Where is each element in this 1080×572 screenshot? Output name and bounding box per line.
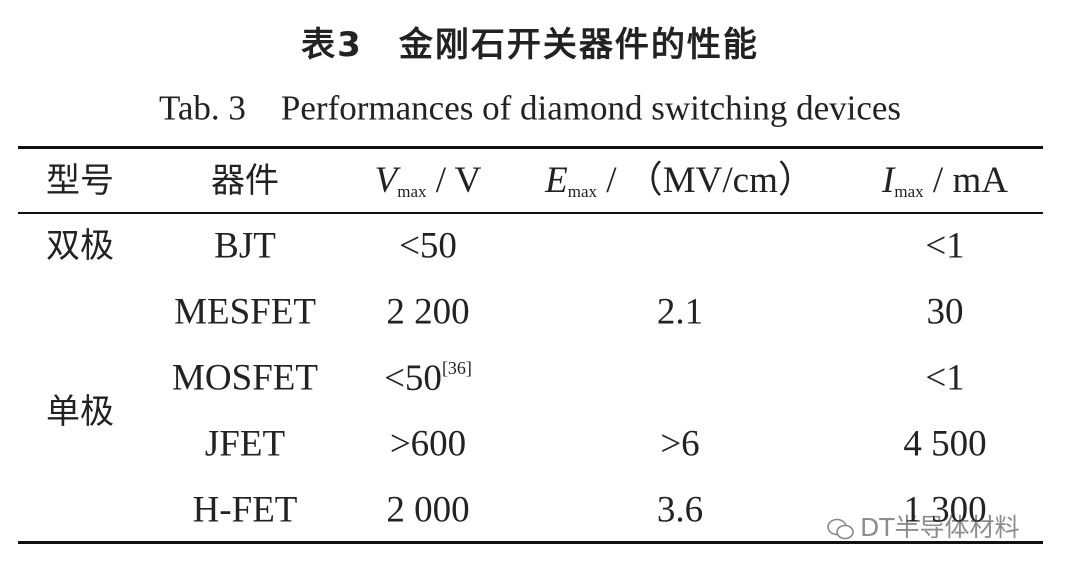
column-header: Vmax / V [375,162,482,200]
watermark: DT半导体材料 [826,508,1020,544]
device-cell: MOSFET [172,357,318,399]
i-max-cell: 4 500 [903,423,987,465]
bottom-rule [18,541,1043,544]
header-symbol: E [545,160,568,201]
header-symbol: V [374,160,398,201]
i-max-cell: 1 300 [903,489,987,531]
table-title: 表3 金刚石开关器件的性能 [301,25,759,65]
column-header: Emax / （MV/cm） [545,162,815,200]
v-max-cell: <50[36] [384,359,472,397]
column-header: 型号 [46,161,114,201]
header-subscript: max [397,182,427,201]
header-rule [18,212,1043,214]
device-cell: H-FET [192,489,298,531]
v-max-value: 2 000 [386,489,470,531]
v-max-cell: 2 200 [386,294,469,331]
header-subscript: max [894,182,924,201]
i-max-cell: 30 [926,291,964,333]
column-header: Imax / mA [882,162,1008,200]
v-max-cell: <50 [399,228,457,265]
v-max-value: 2 200 [386,291,470,333]
v-max-value: <50 [384,358,442,399]
type-cell: 单极 [46,392,114,432]
device-cell: JFET [204,423,286,465]
reference: [36] [441,358,472,378]
e-max-cell: >6 [660,423,700,465]
header-unit: / （MV/cm） [597,160,815,201]
e-max-cell: 2.1 [656,291,704,333]
type-cell: 双极 [46,226,114,266]
v-max-value: <50 [399,225,457,267]
device-cell: BJT [214,225,276,267]
i-max-cell: <1 [925,357,965,399]
e-max-cell: 3.6 [656,489,704,531]
v-max-cell: >600 [390,426,466,463]
header-unit: / mA [923,160,1008,201]
table-subtitle: Tab. 3 Performances of diamond switching… [158,88,902,128]
v-max-value: >600 [389,423,467,465]
header-symbol: I [882,160,895,201]
device-cell: MESFET [174,291,316,333]
top-rule [18,146,1043,149]
wechat-icon [827,518,854,540]
column-header: 器件 [211,161,279,201]
v-max-cell: 2 000 [386,492,469,529]
header-subscript: max [567,182,597,201]
i-max-cell: <1 [925,225,965,267]
watermark-text: DT半导体材料 [860,513,1020,542]
header-unit: / V [426,160,482,201]
